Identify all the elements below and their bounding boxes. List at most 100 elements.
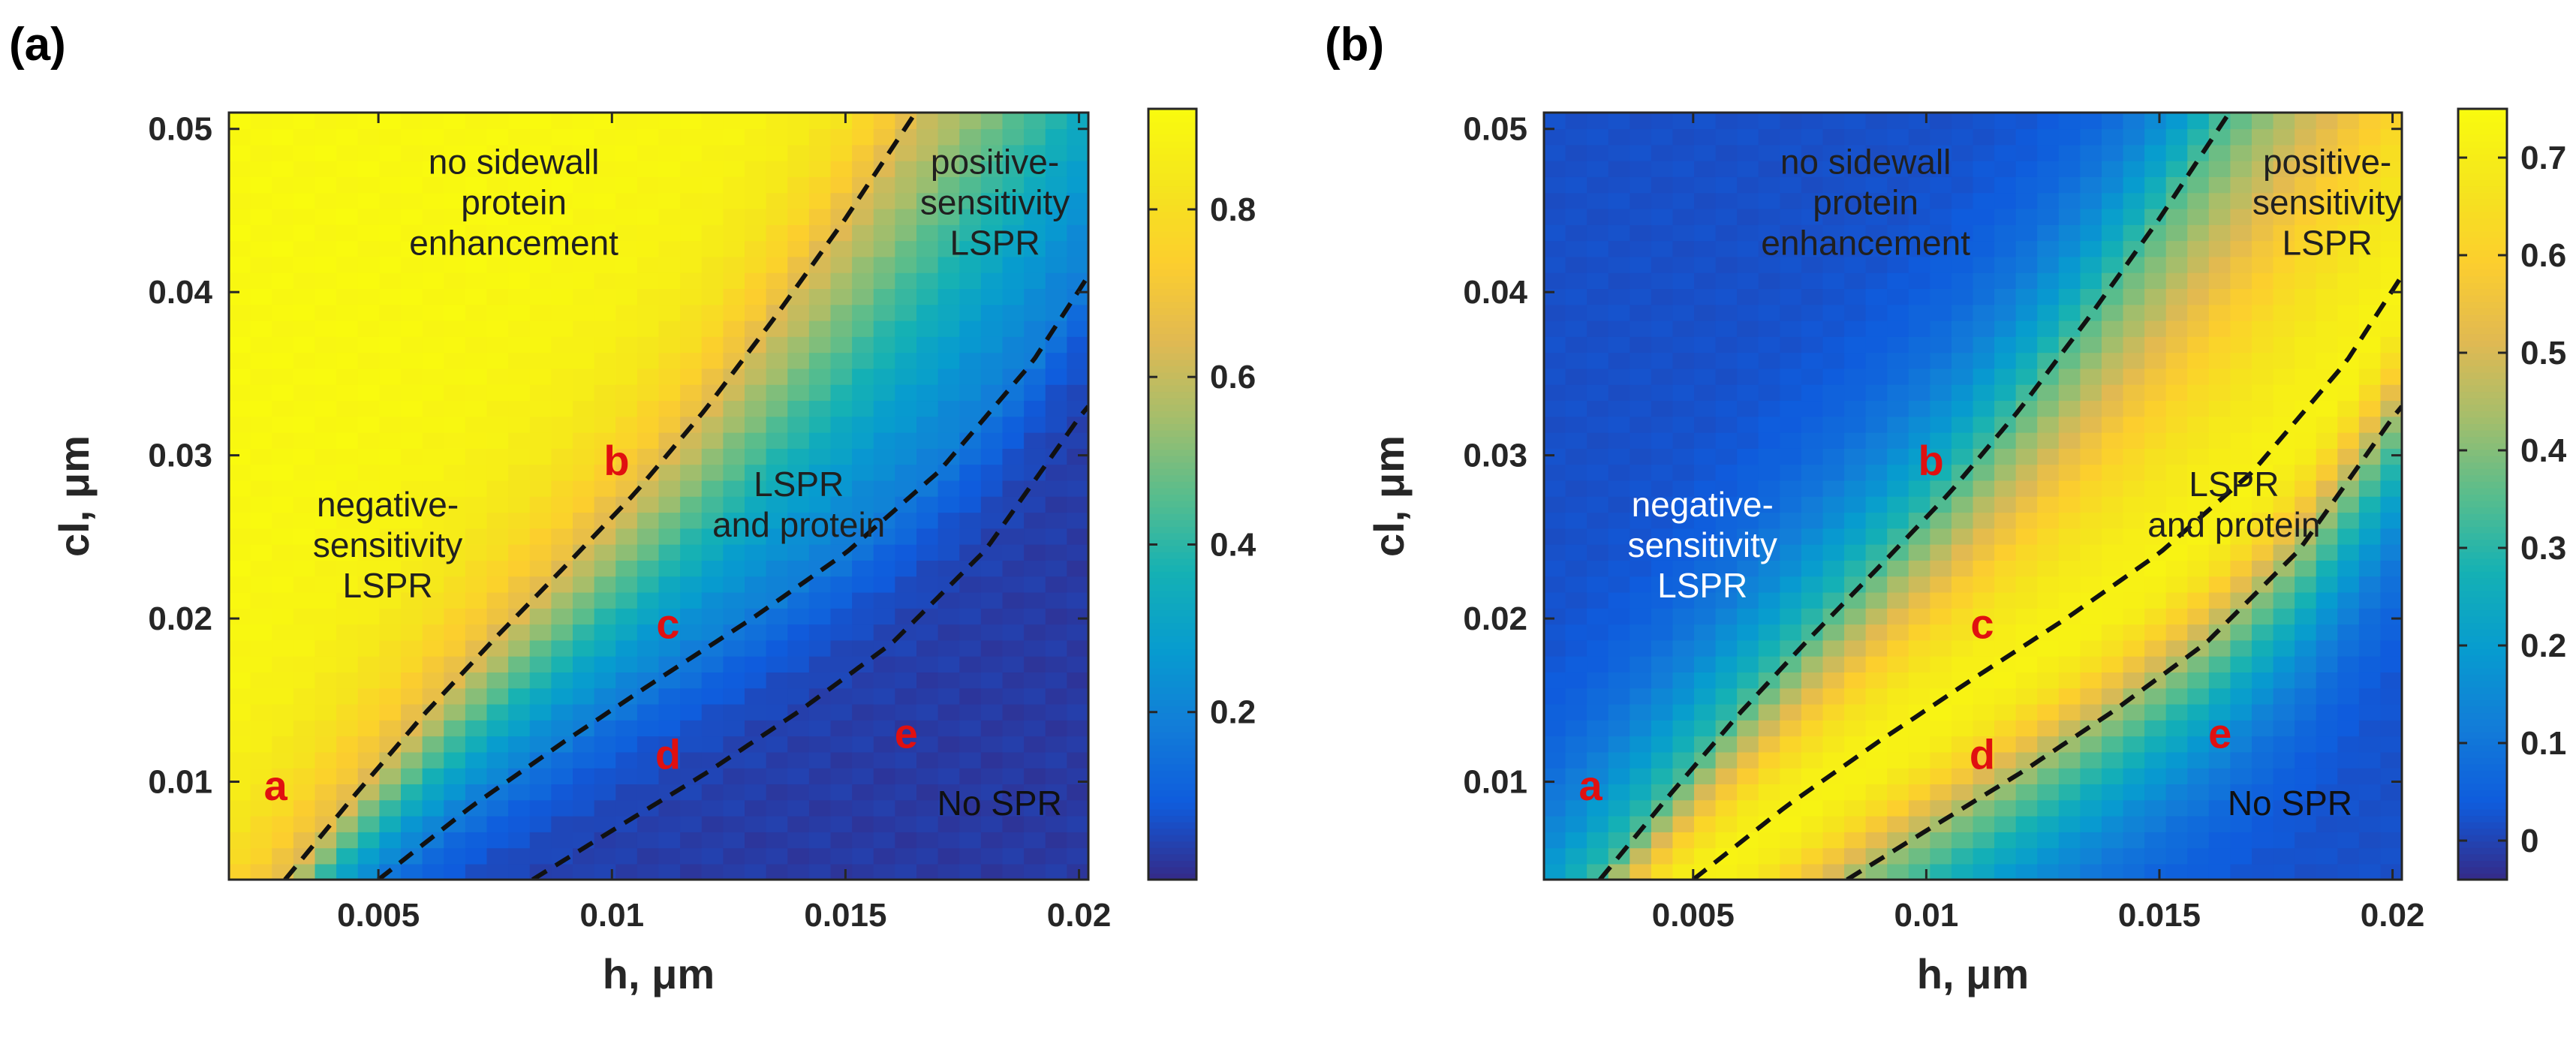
heatmap-cell — [551, 256, 573, 273]
heatmap-cell — [745, 192, 767, 209]
colorbar-swatch — [1148, 429, 1196, 438]
heatmap-cell — [573, 224, 595, 242]
heatmap-cell — [444, 256, 466, 273]
heatmap-cell — [1780, 767, 1802, 785]
heatmap-cell — [2101, 512, 2124, 529]
heatmap-cell — [2080, 863, 2102, 880]
heatmap-cell — [980, 208, 1004, 225]
heatmap-cell — [573, 448, 595, 465]
heatmap-cell — [229, 224, 251, 242]
heatmap-cell — [937, 496, 961, 513]
heatmap-cell — [1045, 272, 1068, 290]
heatmap-cell — [2037, 655, 2060, 673]
heatmap-cell — [1544, 304, 1566, 321]
heatmap-cell — [1024, 480, 1046, 497]
heatmap-cell — [2015, 736, 2039, 753]
heatmap-cell — [1024, 591, 1046, 609]
heatmap-cell — [701, 847, 724, 865]
colorbar-swatch — [2458, 404, 2507, 411]
heatmap-cell — [766, 336, 789, 354]
heatmap-cell — [2101, 496, 2124, 513]
heatmap-cell — [615, 528, 638, 545]
heatmap-cell — [2080, 847, 2102, 865]
heatmap-cell — [1887, 576, 1909, 593]
heatmap-cell — [1758, 784, 1781, 801]
point-label-a: a — [1579, 762, 1603, 809]
heatmap-cell — [1067, 672, 1089, 689]
heatmap-cell — [1887, 751, 1909, 769]
heatmap-cell — [980, 192, 1004, 209]
heatmap-cell — [594, 240, 617, 257]
heatmap-cell — [2015, 352, 2039, 369]
heatmap-cell — [444, 560, 466, 577]
heatmap-cell — [508, 480, 531, 497]
heatmap-cell — [293, 863, 316, 880]
heatmap-cell — [508, 639, 531, 657]
colorbar-swatch — [1148, 841, 1196, 848]
heatmap-cell — [2295, 256, 2317, 273]
heatmap-cell — [2316, 639, 2339, 657]
heatmap-cell — [1002, 687, 1025, 705]
heatmap-cell — [422, 448, 445, 465]
heatmap-cell — [401, 384, 423, 402]
heatmap-cell — [723, 496, 745, 513]
heatmap-cell — [229, 655, 251, 673]
heatmap-cell — [2337, 591, 2360, 609]
heatmap-cell — [1715, 608, 1738, 625]
heatmap-cell — [852, 512, 874, 529]
heatmap-cell — [2058, 560, 2081, 577]
heatmap-cell — [1865, 240, 1888, 257]
heatmap-cell — [1973, 224, 1995, 242]
heatmap-cell — [1973, 703, 1995, 721]
heatmap-cell — [444, 543, 466, 561]
heatmap-cell — [1930, 464, 1952, 481]
heatmap-cell — [1544, 560, 1566, 577]
heatmap-cell — [1672, 400, 1695, 417]
heatmap-cell — [293, 687, 316, 705]
colorbar-swatch — [2458, 326, 2507, 335]
heatmap-cell — [250, 160, 273, 177]
heatmap-cell — [1951, 784, 1974, 801]
heatmap-cell — [2337, 832, 2360, 849]
heatmap-cell — [422, 863, 445, 880]
heatmap-cell — [2230, 368, 2252, 385]
heatmap-cell — [745, 368, 767, 385]
heatmap-cell — [895, 432, 917, 449]
heatmap-cell — [573, 113, 595, 130]
heatmap-cell — [980, 113, 1004, 130]
heatmap-cell — [444, 208, 466, 225]
heatmap-cell — [2273, 624, 2295, 641]
colorbar-swatch — [2458, 815, 2507, 823]
heatmap-cell — [2273, 144, 2295, 161]
heatmap-cell — [444, 384, 466, 402]
heatmap-cell — [2144, 687, 2167, 705]
colorbar-swatch — [2458, 198, 2507, 206]
heatmap-cell — [2015, 639, 2039, 657]
heatmap-cell — [594, 608, 617, 625]
heatmap-cell — [1737, 847, 1759, 865]
heatmap-cell — [2316, 160, 2339, 177]
heatmap-cell — [615, 799, 638, 817]
heatmap-cell — [1587, 416, 1609, 433]
region-label: positive- — [2263, 143, 2391, 182]
heatmap-cell — [1887, 384, 1909, 402]
heatmap-cell — [1887, 320, 1909, 337]
heatmap-cell — [229, 464, 251, 481]
heatmap-cell — [529, 416, 552, 433]
heatmap-cell — [808, 655, 832, 673]
colorbar-swatch — [2458, 462, 2507, 469]
heatmap-cell — [529, 767, 552, 785]
heatmap-cell — [1067, 384, 1089, 402]
heatmap-cell — [529, 368, 552, 385]
heatmap-cell — [1587, 543, 1609, 561]
heatmap-cell — [2295, 767, 2317, 785]
colorbar-swatch — [2458, 603, 2507, 611]
heatmap-cell — [766, 272, 789, 290]
heatmap-cell — [2123, 288, 2145, 305]
heatmap-cell — [594, 863, 617, 880]
heatmap-cell — [1651, 751, 1674, 769]
heatmap-cell — [1801, 400, 1824, 417]
heatmap-cell — [1565, 480, 1587, 497]
heatmap-cell — [852, 160, 874, 177]
heatmap-cell — [895, 368, 917, 385]
